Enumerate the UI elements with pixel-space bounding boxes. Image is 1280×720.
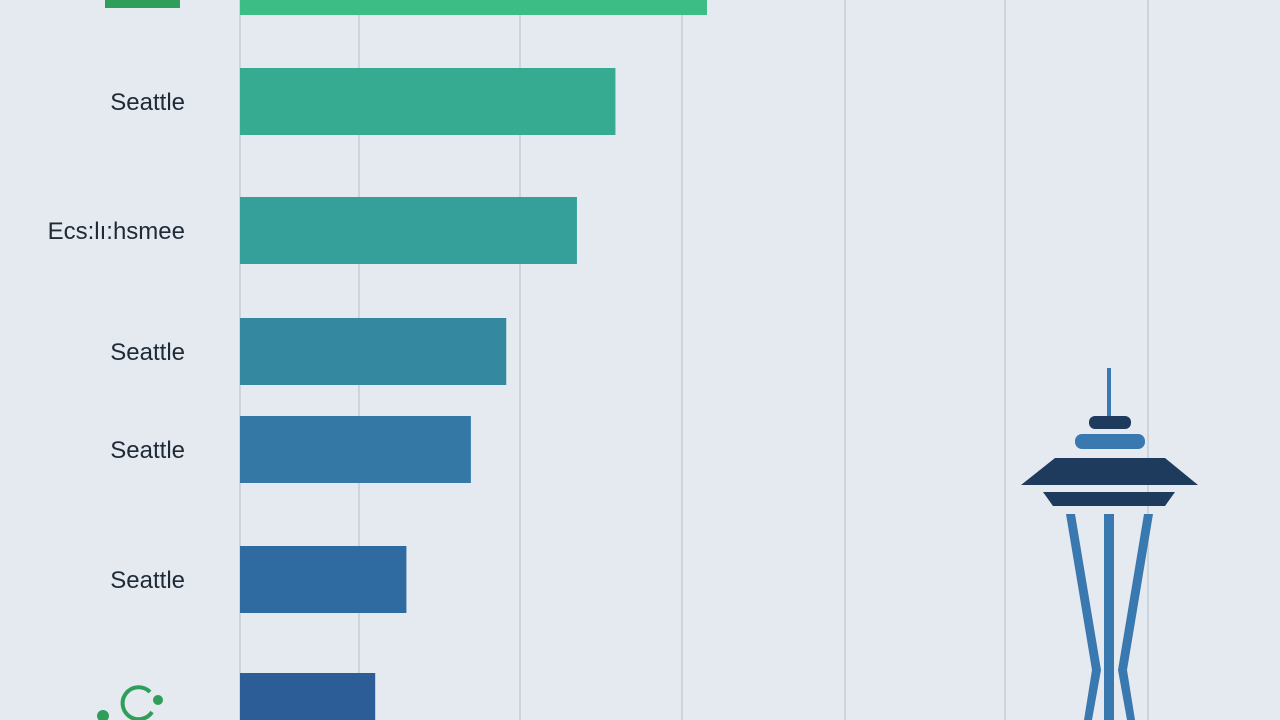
badge [105, 0, 180, 8]
needle-spire [1107, 368, 1111, 416]
needle-ring [1075, 434, 1145, 449]
y-tick-label: Seattle [110, 567, 185, 594]
y-tick-label: Seattle [110, 89, 185, 116]
icon-dot [153, 695, 163, 705]
bar [240, 68, 616, 135]
icon-dot [97, 710, 109, 720]
y-tick-label: Seattle [110, 339, 185, 366]
needle-saucer-base [1043, 492, 1175, 506]
bar [240, 673, 376, 720]
needle-core [1104, 514, 1114, 720]
y-tick-label: Seattle [110, 437, 185, 464]
bar [240, 0, 707, 15]
icon [97, 685, 163, 720]
y-tick-label: Ecs:lı:hsmee [48, 218, 185, 245]
bar [240, 416, 471, 483]
needle-leg [1066, 514, 1101, 720]
bar [240, 318, 507, 385]
needle-saucer [1021, 458, 1198, 485]
bar [240, 546, 407, 613]
space-needle [1021, 368, 1198, 720]
needle-top [1089, 416, 1131, 429]
needle-leg [1118, 514, 1153, 720]
bar [240, 197, 577, 264]
icon-ring [120, 685, 154, 720]
